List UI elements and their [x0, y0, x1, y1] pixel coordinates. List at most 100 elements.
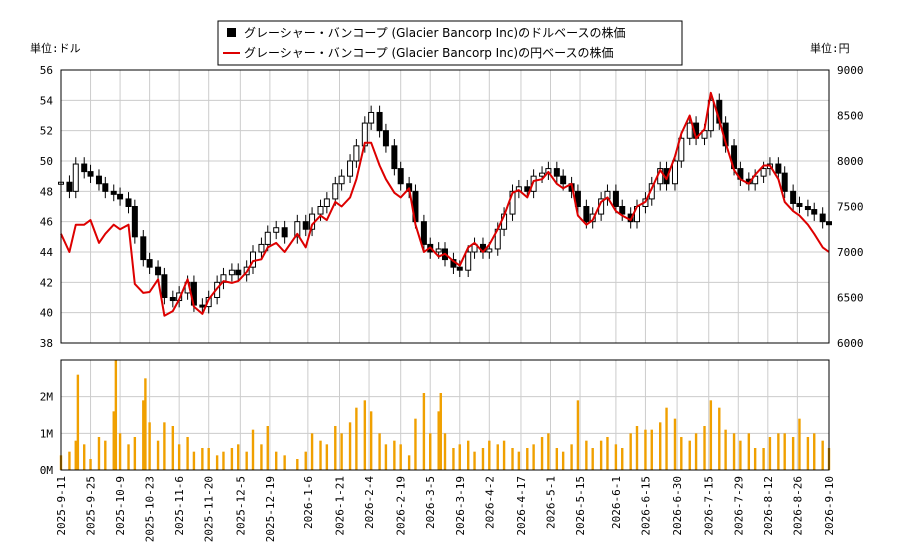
- usd-candle: [140, 236, 147, 261]
- volume-bar: [68, 451, 71, 470]
- volume-bar: [192, 451, 196, 470]
- volume-bar: [791, 437, 795, 470]
- volume-bar: [283, 455, 286, 470]
- volume-bar: [709, 400, 713, 470]
- volume-bar: [665, 407, 668, 470]
- volume-bar: [251, 429, 255, 470]
- usd-candle: [382, 130, 389, 147]
- x-tick-label: 2026-2-19: [395, 476, 408, 536]
- volume-bar: [777, 433, 780, 470]
- x-tick-label: 2025-10-23: [144, 476, 157, 542]
- volume-bar: [310, 433, 314, 470]
- volume-bar: [76, 374, 80, 470]
- usd-candle: [235, 269, 242, 276]
- x-tick-label: 2026-6-30: [671, 476, 684, 536]
- usd-candle: [397, 168, 404, 185]
- usd-candle: [539, 172, 546, 177]
- right-tick-label: 6000: [837, 337, 864, 350]
- usd-candle: [125, 198, 132, 208]
- x-tick-label: 2026-8-26: [791, 476, 804, 536]
- x-tick-label: 2026-6-15: [639, 476, 652, 536]
- volume-bar: [458, 444, 461, 470]
- volume-bar: [561, 451, 565, 470]
- usd-candle: [790, 190, 797, 204]
- volume-bar: [369, 411, 373, 470]
- volume-bar: [621, 448, 624, 470]
- volume-bar: [724, 429, 727, 470]
- volume-bar: [393, 440, 396, 470]
- volume-bar: [511, 448, 514, 470]
- volume-bar: [363, 400, 367, 470]
- usd-candle: [530, 175, 537, 192]
- x-tick-label: 2025-9-25: [85, 476, 98, 536]
- usd-candle: [368, 111, 375, 124]
- volume-bar: [732, 433, 736, 470]
- volume-bar: [570, 444, 573, 470]
- usd-candle: [819, 213, 826, 223]
- volume-bar: [437, 411, 440, 470]
- usd-candle: [228, 269, 235, 276]
- volume-tick-label: 2M: [40, 391, 54, 404]
- volume-bar: [762, 448, 765, 470]
- volume-bar: [163, 422, 166, 470]
- volume-bar: [319, 440, 322, 470]
- volume-bar: [407, 455, 411, 470]
- volume-bar: [399, 444, 402, 470]
- volume-bar: [555, 448, 559, 470]
- usd-candle: [258, 243, 265, 253]
- usd-candle: [102, 183, 109, 192]
- usd-candle: [781, 172, 788, 192]
- volume-bar: [532, 444, 535, 470]
- x-tick-label: 2026-7-15: [703, 476, 716, 536]
- usd-candle: [264, 231, 271, 245]
- volume-bar: [266, 426, 269, 470]
- usd-candle: [435, 248, 442, 253]
- price-plot-frame: [60, 69, 830, 344]
- volume-bar: [112, 411, 115, 470]
- volume-bar: [414, 418, 417, 470]
- volume-bar: [798, 418, 801, 470]
- volume-bar: [439, 393, 442, 470]
- volume-bar: [348, 422, 352, 470]
- usd-candle: [323, 198, 330, 208]
- volume-bar: [526, 448, 529, 470]
- usd-candle: [583, 206, 590, 223]
- left-tick-label: 38: [40, 337, 53, 350]
- volume-bar: [142, 400, 145, 470]
- usd-candle: [294, 221, 301, 238]
- volume-bar: [813, 433, 816, 470]
- volume-bar: [207, 448, 210, 470]
- right-axis-ticks: 6000 6500 7000 7500 8000 8500 9000: [837, 64, 864, 350]
- legend-box: [217, 20, 683, 66]
- usd-candle: [686, 122, 693, 139]
- usd-candle: [465, 251, 472, 271]
- left-tick-label: 44: [40, 246, 54, 259]
- volume-bar: [753, 448, 757, 470]
- volume-bar: [599, 440, 603, 470]
- usd-candle: [281, 227, 288, 238]
- usd-candle: [72, 163, 79, 192]
- usd-candle: [353, 145, 360, 162]
- usd-candle: [678, 137, 685, 162]
- volume-bar: [540, 437, 544, 470]
- x-tick-label: 2026-4-2: [483, 476, 496, 529]
- right-tick-label: 6500: [837, 292, 864, 305]
- volume-bar: [144, 378, 147, 470]
- usd-candle: [169, 297, 176, 302]
- volume-bar: [237, 444, 240, 470]
- right-tick-label: 7500: [837, 201, 864, 214]
- usd-candle: [110, 190, 117, 195]
- x-tick-label: 2026-8-12: [762, 476, 775, 536]
- volume-bar: [680, 437, 683, 470]
- volume-bar: [606, 437, 609, 470]
- volume-bar: [222, 451, 225, 470]
- usd-price-series: [58, 93, 832, 314]
- volume-bar: [694, 433, 698, 470]
- volume-bar: [576, 400, 580, 470]
- volume-bar: [355, 407, 358, 470]
- volume-bar: [340, 433, 343, 470]
- x-tick-label: 2026-3-19: [454, 476, 467, 536]
- volume-bar: [718, 407, 721, 470]
- volume-bar: [384, 444, 388, 470]
- volume-bar: [591, 448, 594, 470]
